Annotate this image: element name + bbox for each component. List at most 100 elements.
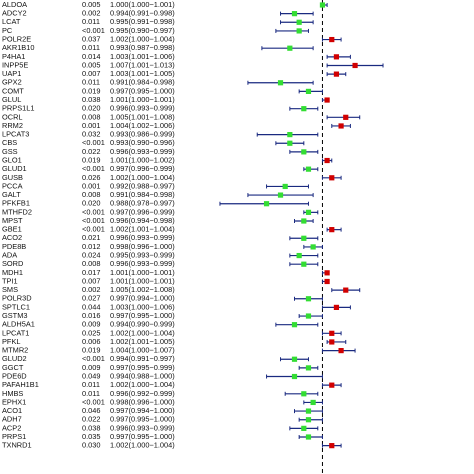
hr-point: [305, 408, 312, 414]
p-value: <0.001: [82, 207, 105, 216]
hr-point: [305, 365, 312, 371]
hr-label: 0.995(0.990−0.997): [110, 26, 175, 35]
hr-label: 0.997(0.996−0.999): [110, 207, 175, 216]
p-value: 0.007: [82, 276, 101, 285]
hr-point: [319, 2, 326, 8]
p-value: 0.005: [82, 60, 101, 69]
gene-label: PDE8B: [2, 242, 26, 251]
hr-label: 0.993(0.986−0.999): [110, 130, 175, 139]
gene-label: PAFAH1B1: [2, 380, 39, 389]
p-value: 0.002: [82, 9, 101, 18]
p-value: 0.001: [82, 181, 101, 190]
p-value: <0.001: [82, 216, 105, 225]
hr-label: 0.996(0.993−0.999): [110, 423, 175, 432]
gene-label: GGCT: [2, 363, 24, 372]
hr-label: 1.002(1.000−1.004): [110, 35, 175, 44]
hr-point: [305, 296, 312, 302]
gene-label: INPP5E: [2, 60, 28, 69]
hr-label: 1.002(1.000−1.004): [110, 380, 175, 389]
hr-point: [287, 45, 293, 51]
hr-point: [282, 183, 288, 190]
hr-point: [305, 434, 312, 440]
hr-label: 0.993(0.990−0.996): [110, 138, 175, 147]
gene-label: ADA: [2, 251, 17, 260]
hr-point: [329, 382, 335, 388]
hr-label: 1.001(1.000−1.001): [110, 268, 175, 277]
hr-point: [263, 201, 270, 207]
p-value: 0.009: [82, 363, 101, 372]
hr-point: [338, 123, 344, 129]
hr-point: [301, 106, 307, 112]
hr-label: 0.991(0.984−0.998): [110, 78, 175, 87]
hr-label: 1.001(1.000−1.002): [110, 155, 175, 164]
p-value: <0.001: [82, 397, 105, 406]
hr-point: [301, 149, 307, 155]
hr-label: 1.003(1.001−1.005): [110, 69, 175, 78]
gene-label: GSTM3: [2, 311, 27, 320]
hr-label: 0.997(0.996−0.999): [110, 164, 175, 173]
hr-label: 1.002(1.000−1.004): [110, 328, 175, 337]
p-value: 0.022: [82, 415, 101, 424]
p-value: 0.006: [82, 337, 101, 346]
p-value: 0.027: [82, 294, 101, 303]
gene-label: MTMR2: [2, 346, 28, 355]
hr-point: [301, 235, 307, 241]
gene-label: ACP2: [2, 423, 21, 432]
hr-label: 1.004(1.000−1.007): [110, 346, 175, 355]
gene-label: GUSB: [2, 173, 23, 182]
hr-point: [287, 140, 293, 146]
hr-label: 0.995(0.991−0.998): [110, 17, 175, 26]
hr-label: 0.996(0.993−0.999): [110, 104, 175, 113]
gene-label: ACO1: [2, 406, 22, 415]
hr-label: 1.001(1.000−1.001): [110, 276, 175, 285]
hr-label: 0.997(0.994−1.000): [110, 294, 175, 303]
gene-label: OCRL: [2, 112, 23, 121]
gene-label: GALT: [2, 190, 21, 199]
gene-label: ALDH5A1: [2, 320, 35, 329]
gene-label: POLR2E: [2, 35, 31, 44]
gene-label: SMS: [2, 285, 18, 294]
hr-point: [333, 71, 340, 77]
hr-point: [310, 399, 316, 406]
p-value: 0.017: [82, 268, 101, 277]
gene-label: GLUL: [2, 95, 21, 104]
hr-label: 1.005(1.002−1.008): [110, 285, 175, 294]
gene-label: TPI1: [2, 276, 18, 285]
hr-label: 0.991(0.984−0.998): [110, 190, 175, 199]
gene-label: ALDOA: [2, 0, 27, 9]
hr-label: 0.996(0.993−0.999): [110, 259, 175, 268]
gene-label: TXNRD1: [2, 441, 32, 450]
p-value: 0.011: [82, 78, 100, 87]
p-value: 0.022: [82, 147, 101, 156]
hr-label: 0.994(0.991−0.997): [110, 354, 175, 363]
gene-label: GPX2: [2, 78, 22, 87]
hr-label: 0.996(0.993−0.999): [110, 233, 175, 242]
gene-label: UAP1: [2, 69, 21, 78]
hr-point: [305, 313, 312, 319]
gene-label: POLR3D: [2, 294, 32, 303]
hr-point: [277, 80, 284, 86]
hr-label: 0.998(0.996−1.000): [110, 242, 175, 251]
gene-label: CBS: [2, 138, 17, 147]
p-value: 0.008: [82, 259, 101, 268]
hr-point: [296, 19, 302, 25]
hr-point: [329, 36, 335, 43]
hr-point: [329, 330, 335, 336]
hr-point: [352, 62, 358, 69]
hr-point: [333, 304, 340, 310]
gene-label: MDH1: [2, 268, 23, 277]
hr-point: [343, 114, 349, 120]
gene-label: GLUD2: [2, 354, 27, 363]
hr-label: 0.997(0.995−1.000): [110, 432, 175, 441]
p-value: 0.002: [82, 285, 101, 294]
gene-label: PFKL: [2, 337, 20, 346]
gene-label: LPCAT3: [2, 130, 29, 139]
gene-label: P4HA1: [2, 52, 25, 61]
p-value: 0.019: [82, 346, 101, 355]
hr-label: 0.994(0.988−1.000): [110, 371, 175, 380]
gene-label: RRM2: [2, 121, 23, 130]
p-value: 0.035: [82, 432, 101, 441]
p-value: 0.021: [82, 233, 101, 242]
